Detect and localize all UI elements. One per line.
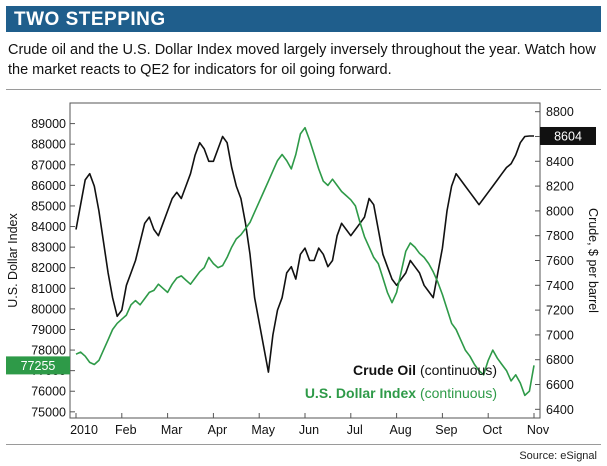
right-tick-label: 7400 xyxy=(546,279,574,293)
legend-crude-suffix: (continuous) xyxy=(420,362,497,378)
right-tick-label: 6800 xyxy=(546,353,574,367)
x-tick-label: Nov xyxy=(527,423,550,437)
left-tick-label: 89000 xyxy=(31,117,66,131)
left-tick-label: 75000 xyxy=(31,405,66,419)
legend-usd: U.S. Dollar Index (continuous) xyxy=(305,385,497,401)
usd-series-line xyxy=(75,126,535,397)
x-tick-label: Jun xyxy=(299,423,319,437)
left-tick-label: 87000 xyxy=(31,158,66,172)
right-tick-label: 7600 xyxy=(546,254,574,268)
usd-last-value: 77255 xyxy=(21,359,56,373)
x-tick-label: Mar xyxy=(161,423,183,437)
right-tick-label: 6400 xyxy=(546,403,574,417)
legend-crude: Crude Oil (continuous) xyxy=(353,362,497,378)
crude-last-value: 8604 xyxy=(554,129,582,143)
left-tick-label: 82000 xyxy=(31,261,66,275)
right-tick-label: 7000 xyxy=(546,328,574,342)
right-tick-label: 7200 xyxy=(546,304,574,318)
right-tick-label: 6600 xyxy=(546,378,574,392)
legend-crude-name: Crude Oil xyxy=(353,362,420,378)
source-note: Source: eSignal xyxy=(519,450,597,462)
x-tick-label: Oct xyxy=(482,423,502,437)
x-tick-label: 2010 xyxy=(70,423,98,437)
crude-last-badge xyxy=(540,126,596,145)
left-tick-label: 81000 xyxy=(31,282,66,296)
right-tick-label: 8200 xyxy=(546,180,574,194)
x-tick-label: May xyxy=(251,423,275,437)
left-tick-label: 79000 xyxy=(31,323,66,337)
left-tick-label: 83000 xyxy=(31,241,66,255)
right-tick-label: 8400 xyxy=(546,155,574,169)
x-tick-label: Aug xyxy=(389,423,411,437)
chart-title: TWO STEPPING xyxy=(14,9,166,30)
left-tick-label: 80000 xyxy=(31,302,66,316)
x-tick-label: Apr xyxy=(208,423,227,437)
chart-subtitle: Crude oil and the U.S. Dollar Index move… xyxy=(8,42,596,78)
crude-series-line xyxy=(75,135,534,373)
title-banner: TWO STEPPING xyxy=(6,6,601,32)
left-tick-label: 76000 xyxy=(31,385,66,399)
usd-last-badge xyxy=(6,356,70,375)
left-tick-label: 78000 xyxy=(31,344,66,358)
top-divider xyxy=(6,89,601,90)
x-tick-label: Sep xyxy=(435,423,457,437)
left-tick-label: 88000 xyxy=(31,138,66,152)
left-axis-label: U.S. Dollar Index xyxy=(6,213,20,308)
right-tick-label: 7800 xyxy=(546,229,574,243)
bottom-divider xyxy=(6,444,601,445)
legend-usd-name: U.S. Dollar Index xyxy=(305,385,420,401)
x-tick-label: Jul xyxy=(347,423,363,437)
right-axis-label: Crude, $ per barrel xyxy=(586,208,600,313)
legend-usd-suffix: (continuous) xyxy=(420,385,497,401)
right-tick-label: 8000 xyxy=(546,204,574,218)
left-tick-label: 84000 xyxy=(31,220,66,234)
right-tick-label: 8800 xyxy=(546,105,574,119)
left-tick-label: 86000 xyxy=(31,179,66,193)
x-tick-label: Feb xyxy=(115,423,137,437)
left-tick-label: 85000 xyxy=(31,199,66,213)
